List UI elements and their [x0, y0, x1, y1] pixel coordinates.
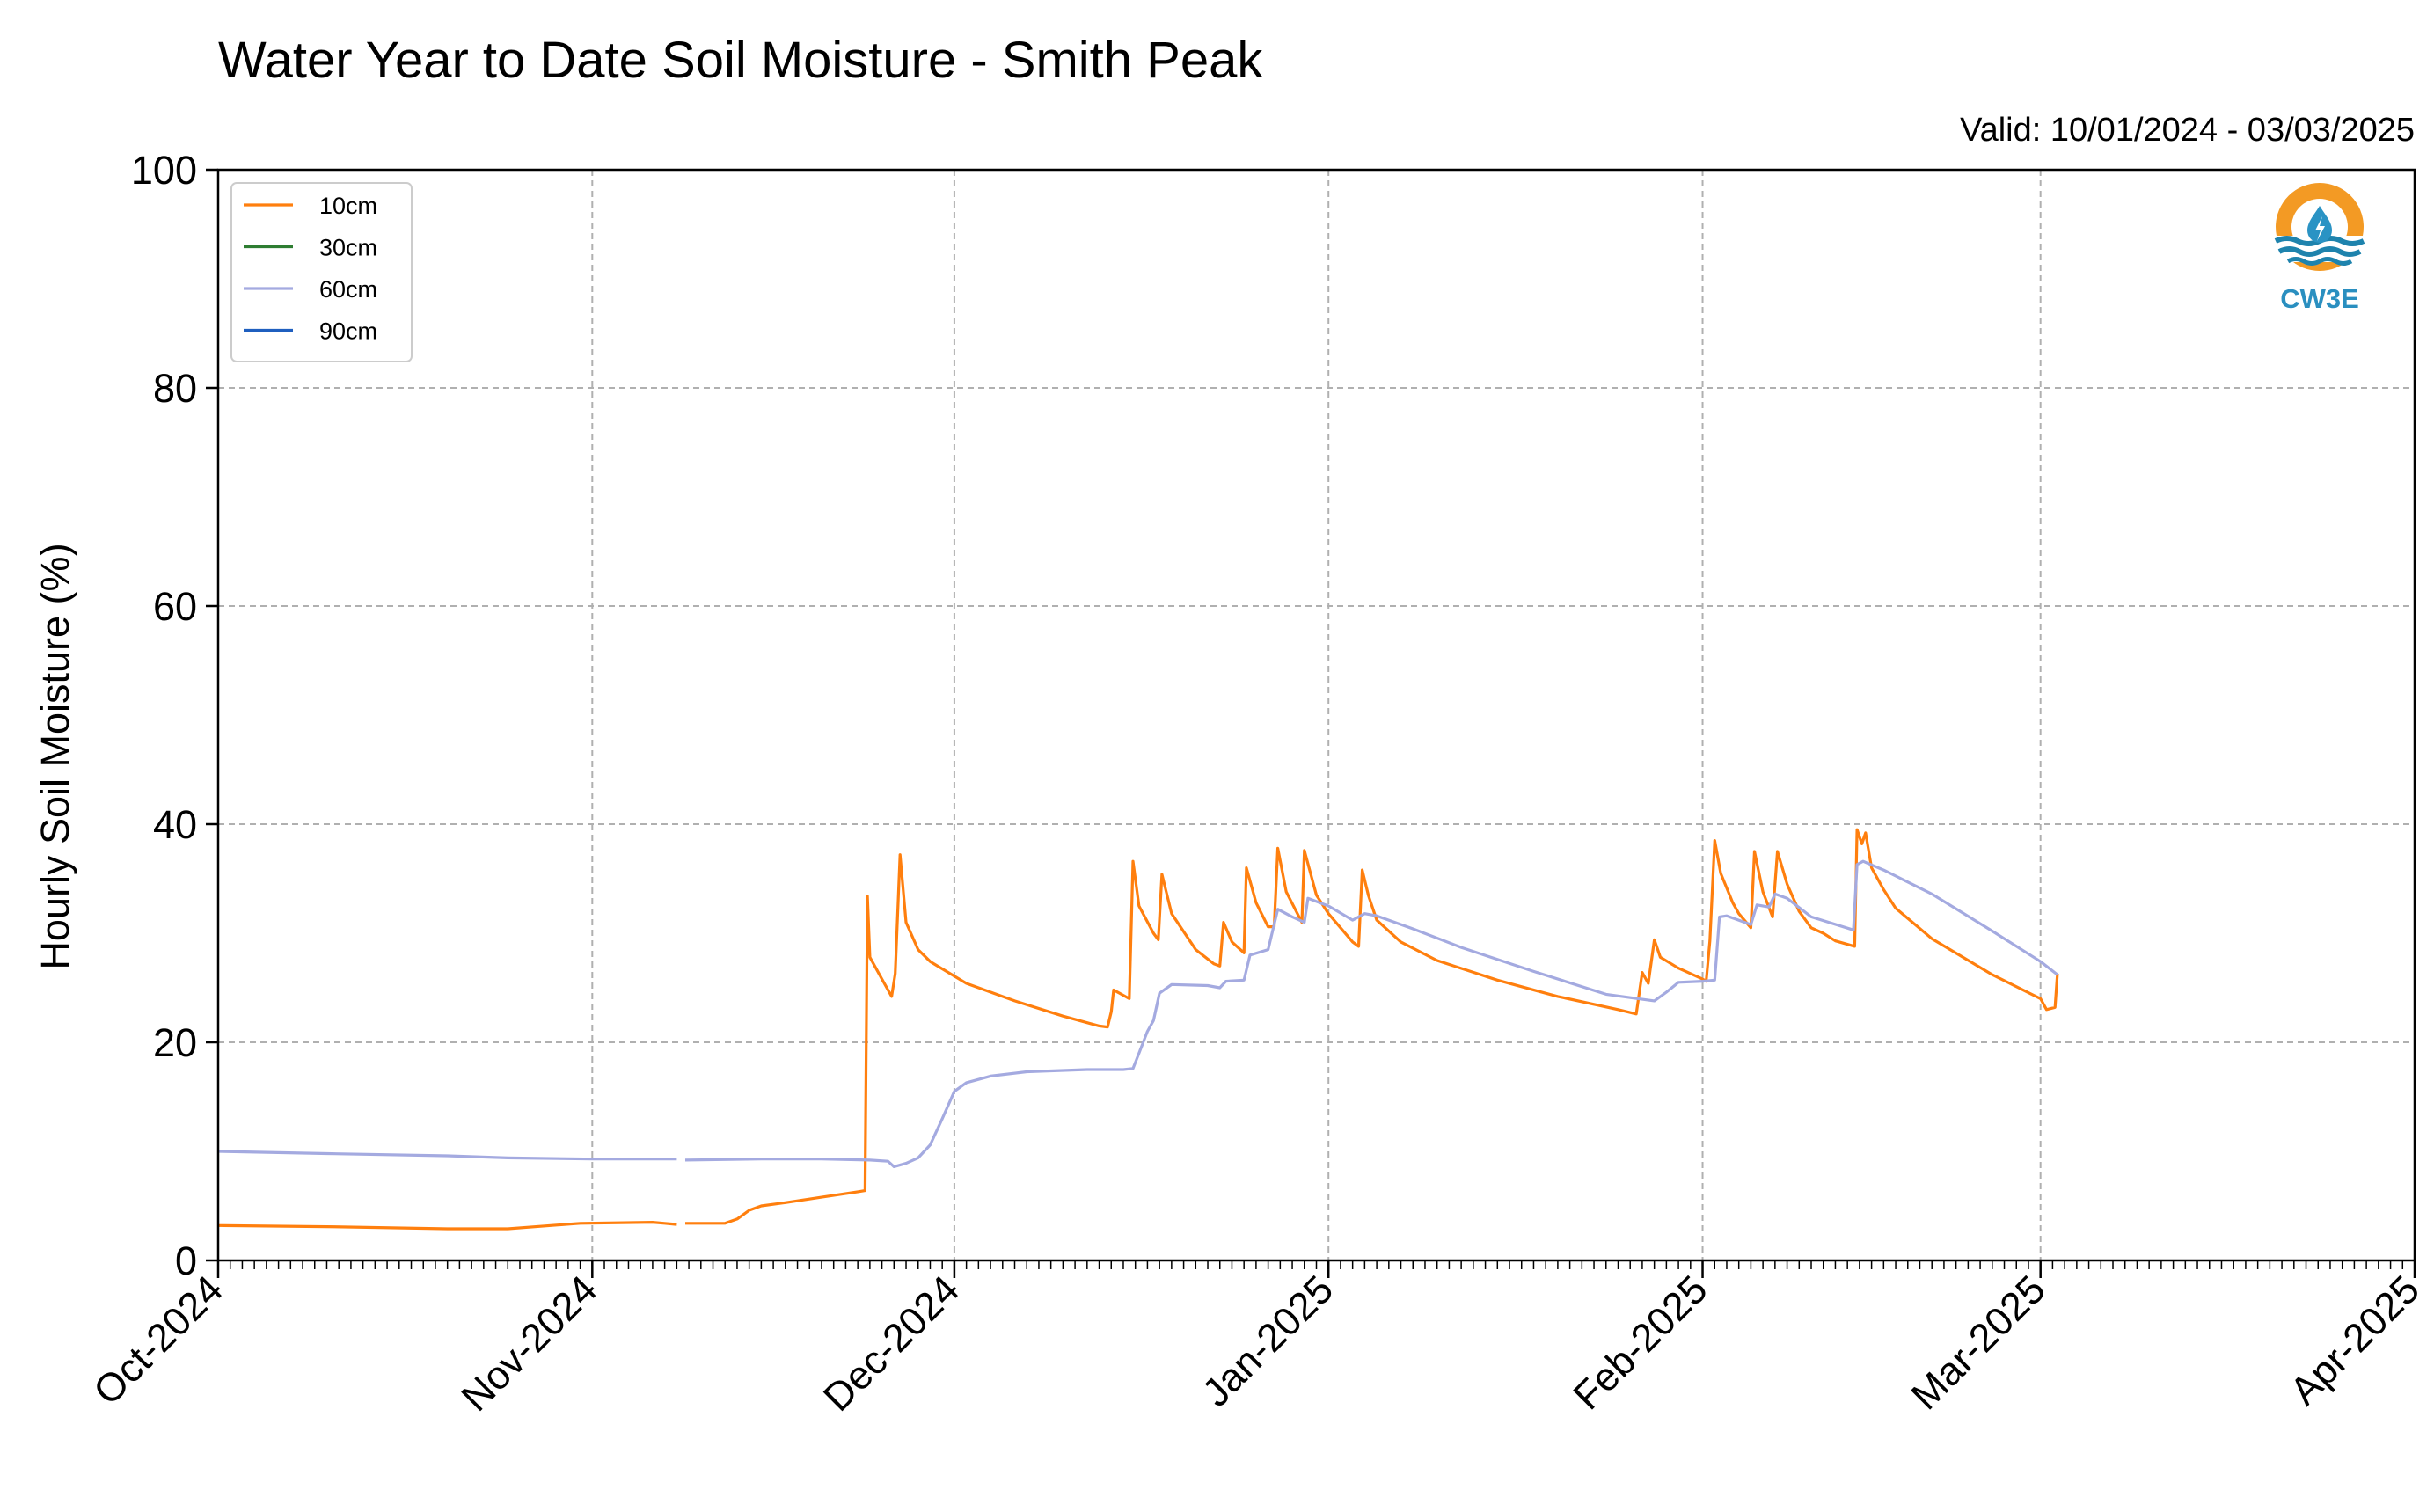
x-tick-label: Feb-2025 — [1564, 1267, 1715, 1418]
logo-wave-3 — [2286, 257, 2353, 266]
x-tick-label: Oct-2024 — [84, 1267, 231, 1413]
x-tick-label: Nov-2024 — [452, 1267, 605, 1420]
series-line-10cm — [217, 1220, 677, 1231]
y-tick-label: 80 — [153, 366, 197, 411]
legend: 10cm 30cm 60cm 90cm — [230, 182, 413, 362]
plot-frame — [216, 168, 2416, 1262]
chart-title: Water Year to Date Soil Moisture - Smith… — [218, 32, 1263, 89]
y-tick-label: 60 — [153, 584, 197, 629]
cw3e-logo: CW3E — [2274, 183, 2365, 314]
y-tick-label: 20 — [153, 1020, 197, 1065]
legend-label-30cm: 30cm — [319, 235, 377, 261]
legend-label-90cm: 90cm — [319, 318, 377, 345]
y-axis-label: Hourly Soil Moisture (%) — [33, 543, 77, 969]
x-tick-label: Jan-2025 — [1194, 1267, 1342, 1415]
legend-box — [230, 182, 413, 362]
series-line-60cm — [684, 859, 2058, 1169]
x-tick-label: Mar-2025 — [1903, 1267, 2054, 1418]
series-line-60cm — [217, 1150, 677, 1161]
legend-label-10cm: 10cm — [319, 193, 377, 219]
y-tick-label: 0 — [175, 1238, 197, 1283]
logo-text: CW3E — [2280, 283, 2359, 314]
chart-subtitle: Valid: 10/01/2024 - 03/03/2025 — [1960, 112, 2415, 149]
x-tick-label: Dec-2024 — [815, 1267, 968, 1420]
lightning-icon — [2315, 216, 2325, 241]
y-tick-label: 100 — [131, 148, 197, 193]
legend-label-60cm: 60cm — [319, 276, 377, 303]
y-tick-label: 40 — [153, 802, 197, 847]
x-tick-label: Apr-2025 — [2281, 1267, 2428, 1413]
plot-area — [217, 828, 2059, 1231]
logo-wave-2 — [2277, 246, 2362, 257]
grid-lines — [218, 170, 2415, 1260]
